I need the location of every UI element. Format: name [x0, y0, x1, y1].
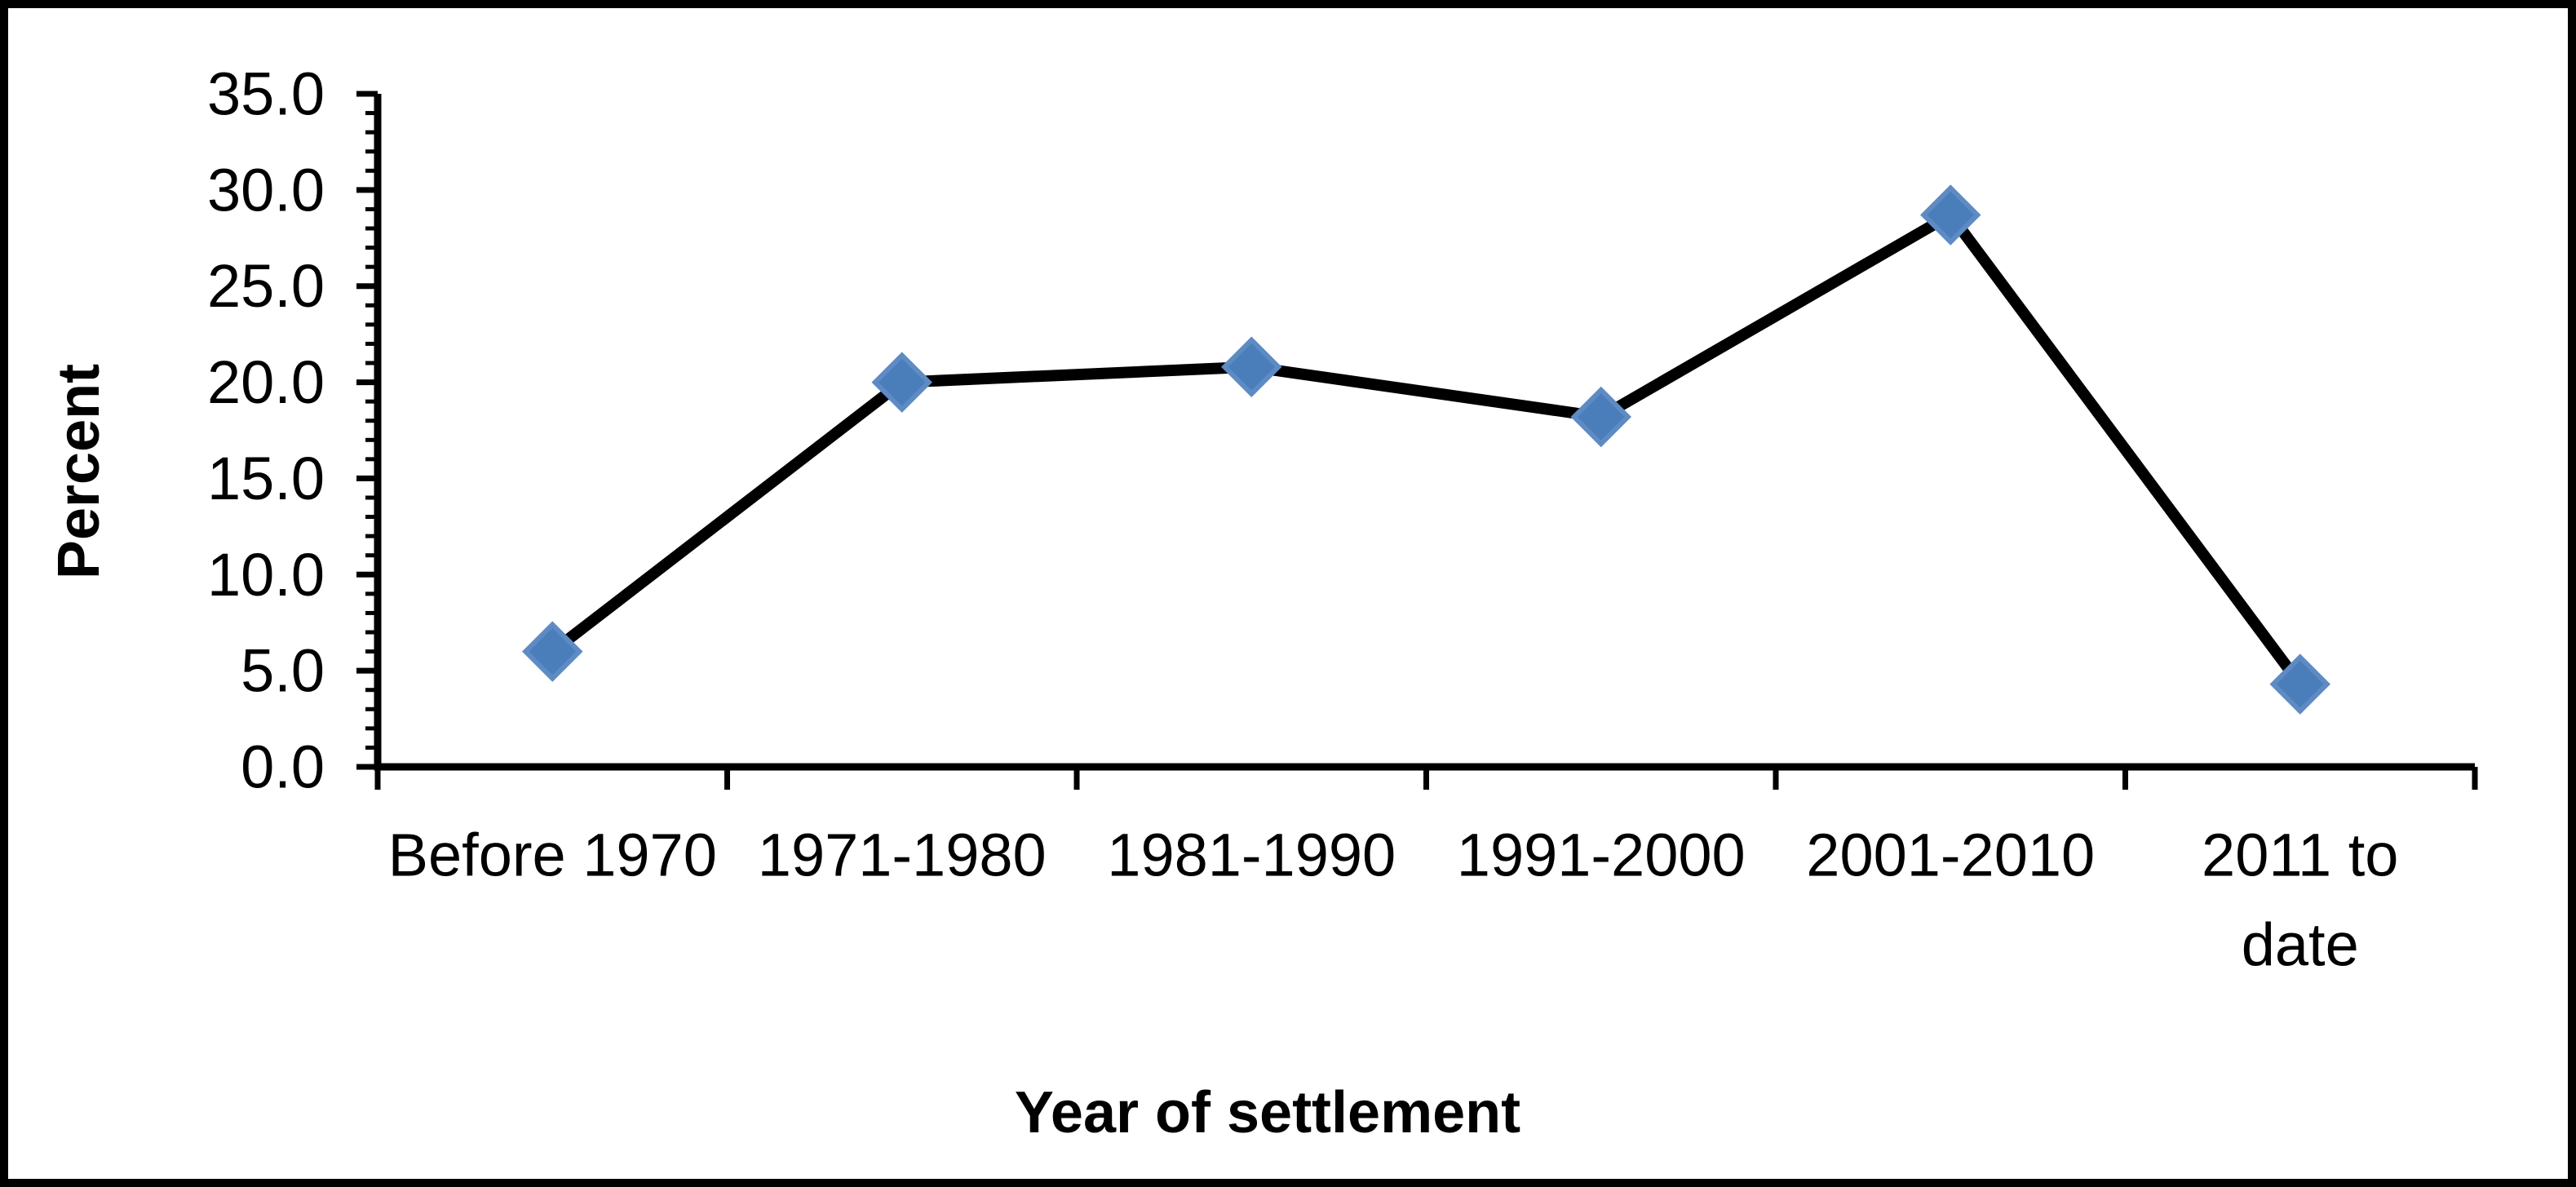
data-point-marker [1221, 336, 1282, 397]
y-tick-label: 15.0 [207, 445, 325, 512]
y-tick-label: 25.0 [207, 252, 325, 320]
y-axis-title: Percent [46, 364, 112, 579]
axes-lines [374, 94, 2475, 771]
x-axis-title: Year of settlement [1015, 1080, 1520, 1145]
y-tick-label: 10.0 [207, 541, 325, 609]
data-point-marker [2269, 653, 2330, 715]
x-category-label: Before 1970 [388, 822, 717, 889]
y-tick-label: 20.0 [207, 348, 325, 416]
data-point-marker [1920, 184, 1981, 246]
x-category-label: 1991-2000 [1457, 822, 1746, 889]
y-tick-label: 35.0 [207, 60, 325, 128]
y-tick-label: 30.0 [207, 156, 325, 224]
y-tick-label: 5.0 [241, 637, 325, 705]
series-line [548, 207, 2305, 688]
data-point-marker [1570, 386, 1631, 448]
x-category-label: date [2242, 911, 2359, 979]
x-category-label: 1971-1980 [758, 822, 1047, 889]
x-category-label: 1981-1990 [1107, 822, 1396, 889]
y-tick-label: 0.0 [241, 733, 325, 801]
x-category-label: 2001-2010 [1806, 822, 2095, 889]
data-point-marker [522, 621, 583, 682]
plot-area: 0.0 5.0 10.0 15.0 20.0 25.0 30.0 35.0 Before 197… [207, 60, 2478, 979]
data-point-marker [871, 352, 932, 413]
x-category-label: 2011 to [2202, 822, 2398, 889]
